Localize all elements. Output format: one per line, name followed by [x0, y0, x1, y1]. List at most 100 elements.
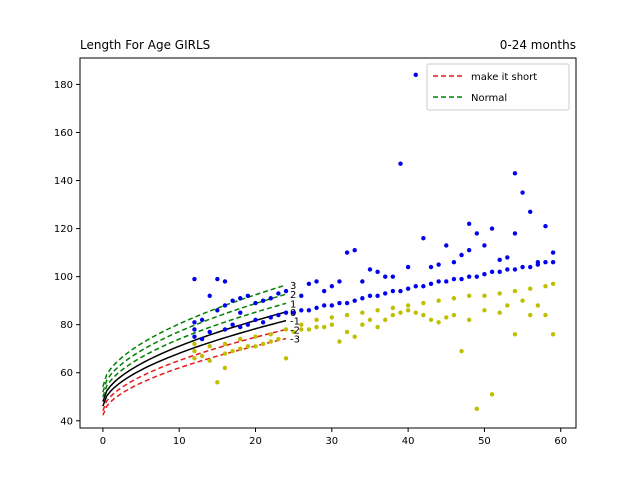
point-blue — [238, 310, 243, 315]
curve-label: -3 — [290, 335, 300, 346]
point-blue — [268, 296, 273, 301]
point-yellow — [207, 344, 212, 349]
curve-z-1 — [102, 319, 287, 407]
point-yellow — [314, 324, 319, 330]
point-yellow — [192, 348, 197, 354]
point-blue — [192, 327, 197, 332]
point-blue — [505, 267, 510, 272]
point-blue — [428, 264, 434, 270]
point-yellow — [550, 332, 556, 337]
point-blue — [535, 262, 541, 267]
point-blue — [512, 231, 518, 236]
point-yellow — [192, 341, 197, 347]
point-blue — [306, 281, 312, 287]
point-blue — [474, 231, 479, 236]
point-blue — [199, 317, 205, 323]
point-yellow — [543, 312, 548, 318]
point-blue — [482, 272, 487, 277]
curve-z-2 — [102, 328, 287, 411]
point-blue — [321, 288, 327, 294]
point-yellow — [428, 317, 434, 323]
point-yellow — [444, 315, 449, 320]
point-blue — [413, 72, 418, 78]
chart-subtitle: 0-24 months — [500, 38, 576, 52]
point-yellow — [230, 348, 235, 354]
x-tick-label: 50 — [478, 436, 491, 447]
y-tick-label: 60 — [60, 368, 73, 379]
point-yellow — [528, 312, 533, 318]
curve-z1 — [102, 302, 287, 398]
point-blue — [390, 288, 396, 294]
point-blue — [352, 298, 357, 303]
point-yellow — [436, 298, 441, 303]
x-tick-label: 20 — [249, 436, 262, 447]
point-blue — [260, 298, 266, 303]
point-blue — [283, 310, 289, 315]
point-blue — [344, 250, 350, 255]
point-blue — [222, 279, 228, 284]
point-blue — [390, 274, 396, 279]
point-yellow — [482, 293, 487, 299]
point-blue — [222, 303, 228, 308]
curve-label: -1 — [290, 317, 300, 328]
point-blue — [550, 250, 556, 255]
point-blue — [245, 293, 251, 299]
point-blue — [238, 296, 243, 301]
curve-label: 0 — [290, 308, 296, 319]
point-blue — [222, 327, 228, 332]
point-blue — [489, 269, 495, 275]
point-yellow — [451, 312, 457, 318]
point-yellow — [344, 312, 350, 318]
point-yellow — [413, 310, 418, 315]
point-yellow — [497, 291, 502, 296]
point-yellow — [466, 317, 472, 323]
point-yellow — [253, 344, 258, 349]
point-blue — [230, 298, 235, 303]
point-blue — [543, 260, 548, 265]
y-tick-label: 140 — [54, 176, 73, 187]
point-blue — [398, 288, 403, 294]
x-tick-label: 40 — [402, 436, 415, 447]
point-yellow — [207, 358, 212, 363]
point-yellow — [306, 327, 312, 332]
point-blue — [329, 284, 335, 289]
curve-label: -2 — [290, 325, 300, 336]
point-blue — [260, 320, 266, 325]
point-blue — [413, 284, 418, 289]
point-yellow — [421, 300, 426, 306]
point-blue — [360, 279, 365, 284]
chart-title: Length For Age GIRLS — [80, 38, 210, 52]
point-blue — [360, 296, 365, 301]
point-yellow — [360, 310, 365, 315]
point-blue — [497, 269, 502, 275]
point-yellow — [329, 322, 335, 327]
plot-frame — [79, 57, 577, 429]
point-blue — [550, 260, 556, 265]
y-tick-label: 100 — [54, 272, 73, 283]
point-blue — [459, 276, 464, 282]
point-blue — [466, 221, 472, 226]
x-tick-label: 30 — [325, 436, 338, 447]
point-yellow — [505, 303, 510, 308]
point-blue — [520, 190, 525, 195]
x-axis: 0 10 20 30 40 50 60 — [100, 428, 567, 447]
point-yellow — [199, 353, 205, 359]
point-blue — [306, 308, 312, 313]
legend-label-normal: Normal — [471, 93, 507, 104]
point-blue — [299, 293, 304, 299]
y-tick-label: 80 — [60, 320, 73, 331]
point-blue — [405, 286, 411, 291]
y-tick-label: 40 — [60, 416, 73, 427]
point-yellow — [360, 322, 365, 327]
point-yellow — [459, 348, 464, 354]
legend: make it short Normal — [426, 63, 570, 111]
point-blue — [192, 276, 197, 282]
point-blue — [459, 252, 464, 258]
point-blue — [207, 329, 212, 335]
data-points — [192, 72, 556, 411]
point-blue — [367, 293, 373, 299]
point-blue — [375, 293, 380, 299]
point-blue — [466, 248, 472, 253]
point-blue — [253, 317, 258, 323]
point-yellow — [299, 327, 304, 332]
